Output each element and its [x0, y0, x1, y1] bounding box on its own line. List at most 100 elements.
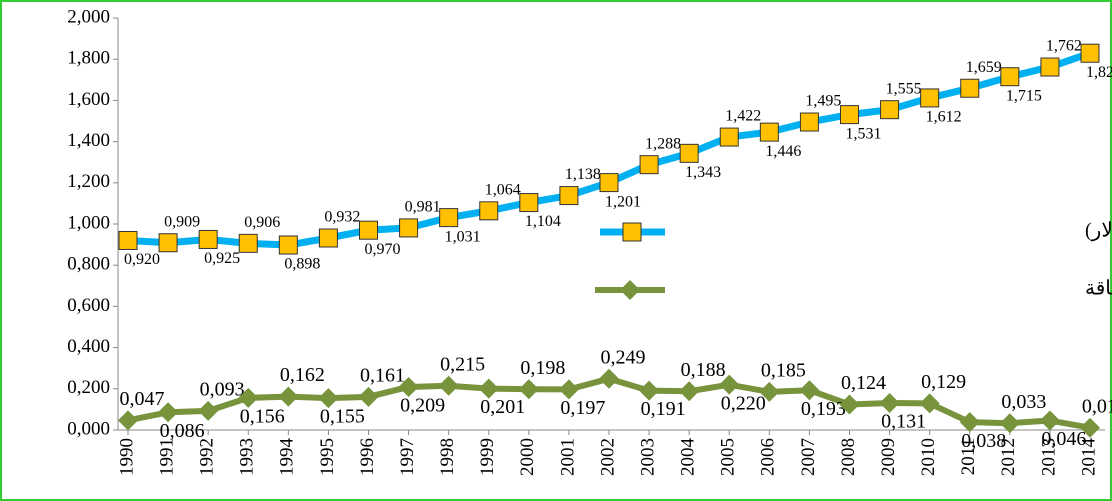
y-tick-label: 0,600: [67, 295, 110, 316]
data-label: 0,220: [721, 392, 766, 414]
data-label: 0,249: [601, 346, 646, 368]
data-label: 1,138: [565, 166, 601, 183]
data-label: 0,046: [1041, 428, 1086, 450]
x-tick-label: 2012: [998, 438, 1019, 476]
x-tick-label: 1999: [477, 438, 498, 476]
data-point: [519, 193, 539, 213]
y-tick-label: 0,200: [67, 377, 110, 398]
data-label: 0,906: [244, 214, 280, 231]
data-point: [238, 233, 258, 253]
data-label: 1,288: [645, 135, 681, 152]
data-point: [318, 388, 339, 409]
data-point: [198, 400, 219, 421]
legend-marker: [622, 222, 642, 242]
data-point: [278, 386, 299, 407]
data-label: 1,422: [725, 108, 761, 125]
data-point: [318, 228, 338, 248]
data-point: [719, 374, 740, 395]
data-point: [679, 381, 700, 402]
x-tick-label: 1996: [357, 438, 378, 476]
data-label: 0,909: [164, 213, 200, 230]
data-label: 0,981: [405, 199, 441, 216]
x-tick-label: 2005: [718, 438, 739, 476]
data-point: [639, 155, 659, 175]
data-point: [599, 173, 619, 193]
data-point: [839, 394, 860, 415]
data-point: [278, 235, 298, 255]
data-label: 0,185: [761, 359, 806, 381]
data-point: [1039, 410, 1060, 431]
x-tick-label: 1995: [317, 438, 338, 476]
data-point: [158, 233, 178, 253]
data-point: [759, 122, 779, 142]
y-tick-label: 1,800: [67, 48, 110, 69]
data-point: [198, 229, 218, 249]
x-tick-label: 1998: [437, 438, 458, 476]
legend-marker: [620, 280, 640, 300]
x-tick-label: 1993: [237, 438, 258, 476]
x-tick-label: 2010: [918, 438, 939, 476]
data-label: 1,659: [966, 59, 1002, 76]
data-label: 1,495: [805, 93, 841, 110]
data-point: [558, 379, 579, 400]
data-label: 0,193: [801, 398, 846, 420]
data-point: [960, 78, 980, 98]
data-point: [959, 412, 980, 433]
data-label: 0,093: [200, 378, 245, 400]
x-tick-label: 1990: [116, 438, 137, 476]
data-label: 0,033: [1001, 391, 1046, 413]
x-tick-label: 2011: [958, 438, 979, 475]
data-point: [799, 380, 820, 401]
data-point: [238, 387, 259, 408]
data-point: [158, 402, 179, 423]
data-label: 0,197: [560, 397, 605, 419]
data-label: 0,156: [240, 405, 285, 427]
data-point: [759, 381, 780, 402]
data-label: 1,064: [485, 181, 521, 198]
x-tick-label: 2001: [557, 438, 578, 476]
x-tick-label: 2013: [1038, 438, 1059, 476]
data-label: 0,201: [480, 396, 525, 418]
data-label: 0,129: [921, 371, 966, 393]
data-label: 0,198: [520, 357, 565, 379]
data-point: [518, 379, 539, 400]
x-tick-label: 1992: [197, 438, 218, 476]
data-label: 1,612: [926, 109, 962, 126]
data-point: [599, 368, 619, 389]
data-point: [118, 410, 138, 431]
x-tick-label: 2006: [758, 438, 779, 476]
x-tick-label: 1997: [397, 438, 418, 476]
data-point: [919, 393, 940, 414]
data-label: 0,925: [204, 250, 240, 267]
x-tick-label: 1991: [156, 438, 177, 476]
y-tick-label: 2,000: [67, 6, 110, 27]
data-point: [398, 376, 419, 397]
data-point: [359, 220, 378, 240]
data-point: [639, 380, 660, 401]
data-label: 0,191: [641, 398, 686, 420]
data-label: 1,555: [886, 80, 922, 97]
y-tick-label: 0,400: [67, 336, 110, 357]
x-tick-label: 2007: [798, 438, 819, 476]
y-tick-label: 1,200: [67, 171, 110, 192]
data-label: 1,531: [846, 125, 882, 142]
data-point: [880, 100, 900, 120]
x-tick-label: 2014: [1078, 438, 1099, 477]
data-label: 1,201: [605, 193, 641, 210]
data-label: 0,124: [841, 372, 886, 394]
data-label: 1,762: [1046, 38, 1082, 55]
data-point: [1080, 43, 1100, 63]
data-label: 0,209: [400, 395, 445, 417]
data-point: [358, 386, 379, 407]
data-point: [479, 201, 499, 221]
data-label: 0,155: [320, 406, 365, 428]
data-point: [439, 208, 459, 228]
data-label: 0,162: [280, 364, 325, 386]
data-point: [920, 88, 940, 108]
data-label: 1,104: [525, 213, 561, 230]
x-tick-label: 2002: [597, 438, 618, 476]
data-label: 1,715: [1006, 87, 1042, 104]
data-point: [1040, 57, 1060, 77]
